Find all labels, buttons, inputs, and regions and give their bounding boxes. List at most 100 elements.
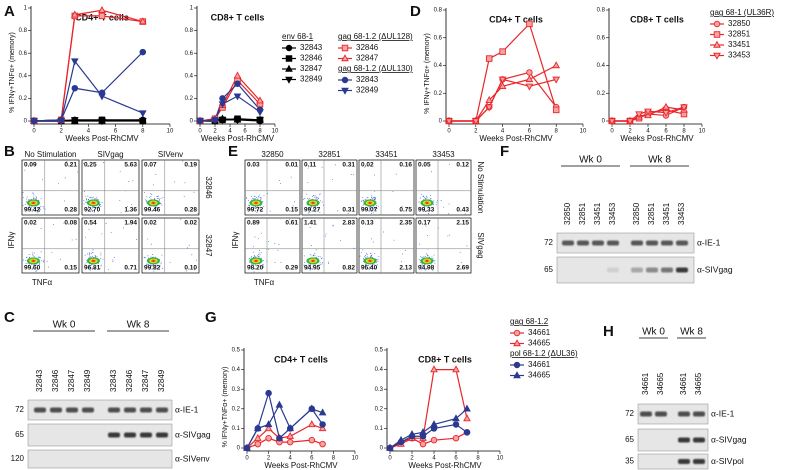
event-dot [369,206,371,208]
mw-marker: 65 [625,435,634,444]
quadrant-value: 0.11 [304,162,317,169]
event-dot [362,204,364,206]
x-tick-label: 10 [580,129,587,135]
event-dot [309,226,311,228]
flow-plot: 0.11 0.31 99.27 0.31 [301,159,358,216]
event-dot [340,240,342,242]
event-dot [143,256,145,258]
quadrant-value: 0.19 [184,162,197,169]
data-point [552,61,561,69]
event-dot [459,251,461,253]
event-dot [426,197,428,199]
event-dot [128,181,130,182]
event-dot [260,197,262,198]
y-tick-label: 0.8 [19,28,28,34]
event-dot [155,206,157,208]
band [140,432,152,438]
chart-title: CD4+ T cells [274,354,328,364]
data-point [452,421,460,428]
event-dot [89,197,91,198]
event-dot [423,196,425,198]
y-tick-label: 0.2 [185,96,194,102]
event-dot [315,249,317,251]
event-dot [64,200,65,202]
event-dot [149,266,151,268]
band [693,459,705,464]
event-dot [146,200,148,202]
event-dot [196,259,197,261]
event-dot [316,256,318,258]
event-dot [37,256,39,258]
event-dot [40,198,42,200]
timepoint-label: Wk 8 [648,155,671,166]
event-dot [260,199,261,201]
data-point [485,95,494,103]
event-dot [262,201,264,203]
event-dot [320,258,322,260]
panel-label: C [4,309,15,326]
quadrant-value: 99.72 [247,207,264,214]
quadrant-value: 92.70 [84,207,101,214]
data-point [485,55,493,62]
data-point [275,400,284,408]
event-dot [258,252,260,254]
event-dot [84,263,86,265]
quadrant-value: 2.69 [456,265,469,272]
event-dot [365,252,367,254]
x-tick-label: 6 [454,456,458,462]
event-dot [418,258,420,260]
data-point [253,424,262,432]
quadrant-value: 98.20 [247,265,264,272]
event-dot [89,206,91,208]
y-tick-label: 0.4 [597,63,606,69]
event-dot [248,261,250,263]
event-dot [274,262,276,264]
data-point [680,104,688,112]
event-dot [148,207,150,209]
event-dot [393,239,395,241]
event-dot [363,258,365,260]
blot-strip [27,423,173,447]
quadrant-value: 1.36 [124,207,137,214]
event-dot [250,266,252,268]
column-title: 32850 [261,150,284,159]
event-dot [436,204,437,206]
event-dot [373,264,375,265]
event-dot [258,196,260,198]
x-tick-label: 4 [228,129,232,135]
event-dot [34,198,36,200]
mw-marker: 120 [11,454,25,463]
event-dot [371,266,373,268]
lane-label: 32849 [83,369,92,392]
timepoint-label: Wk 0 [642,327,665,338]
quadrant-value: 0.08 [64,220,77,227]
event-dot [253,255,255,257]
event-dot [35,270,37,272]
event-dot [447,235,449,237]
data-point [498,76,507,84]
data-point [98,118,106,126]
quadrant-value: 0.10 [184,265,197,272]
event-dot [263,205,265,207]
data-point [70,10,79,18]
quadrant-value: 1.94 [124,220,137,227]
event-dot [374,199,375,200]
quadrant-value: 94.98 [418,265,435,272]
y-tick-label: 0.2 [19,96,28,102]
event-dot [84,254,86,256]
event-dot [99,204,101,206]
event-dot [315,198,317,200]
event-dot [317,256,319,257]
event-dot [39,209,41,211]
legend-title: env 68-1 [282,32,314,41]
data-point [30,118,38,126]
event-dot [35,196,37,198]
event-dot [317,198,319,199]
event-dot [372,196,374,198]
flow-plot: 0.03 0.01 99.72 0.15 [244,159,301,216]
event-dot [433,254,435,256]
density-core [368,260,372,262]
event-dot [319,211,321,213]
y-tick-label: 0.2 [375,406,384,412]
event-dot [254,236,256,238]
